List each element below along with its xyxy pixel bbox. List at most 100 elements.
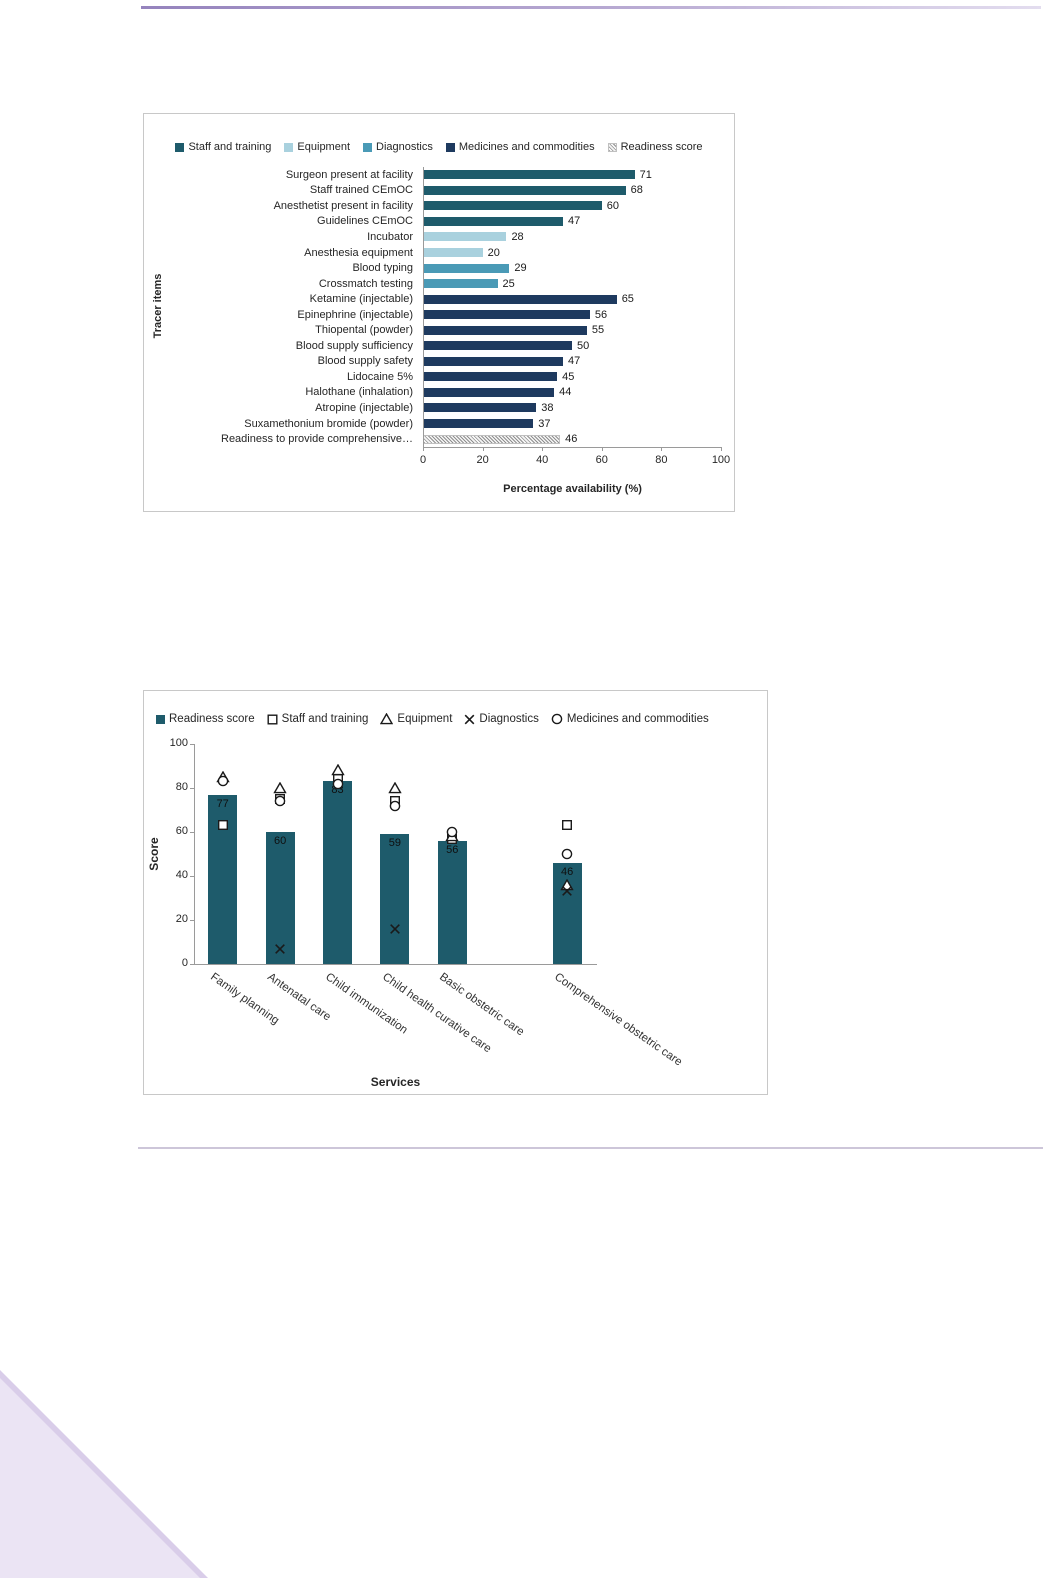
circle-marker-icon — [446, 826, 458, 838]
tracer-label: Blood supply safety — [317, 355, 413, 368]
tracer-bar — [423, 403, 537, 413]
tracer-value-label: 20 — [487, 246, 500, 259]
chart1-legend-item: Equipment — [284, 141, 350, 153]
tracer-row: Blood supply sufficiency 50 — [144, 338, 734, 354]
y-tick-mark — [190, 920, 195, 921]
tracer-label: Incubator — [367, 230, 413, 243]
tracer-label: Thiopental (powder) — [315, 324, 413, 337]
section-divider-rule — [138, 1147, 1043, 1149]
tracer-label: Blood supply sufficiency — [295, 339, 413, 352]
chart1-x-ticks: 0 20 40 60 80 100 — [144, 114, 734, 511]
y-tick-label: 80 — [175, 781, 188, 793]
chart2-legend-item: Medicines and commodities — [551, 713, 709, 725]
x-marker-icon — [389, 923, 400, 934]
tracer-bar — [423, 341, 572, 351]
chart2-x-axis-title: Services — [370, 1075, 421, 1089]
x-marker-icon — [464, 714, 475, 725]
legend-swatch-icon — [175, 142, 185, 152]
tracer-value-label: 38 — [541, 401, 554, 414]
tracer-bar — [423, 185, 626, 195]
chart2-legend-item: Equipment — [380, 713, 452, 725]
tracer-bar — [423, 216, 564, 226]
readiness-score-bar — [437, 840, 467, 964]
circle-marker-icon — [332, 778, 344, 790]
triangle-marker-icon — [380, 713, 394, 725]
triangle-marker-icon — [330, 763, 345, 776]
square-marker-icon — [267, 714, 278, 725]
tracer-label: Readiness to provide comprehensive… — [221, 433, 413, 446]
y-tick-label: 20 — [175, 913, 188, 925]
x-tick-label: 100 — [711, 454, 731, 466]
tracer-label: Guidelines CEmOC — [317, 215, 413, 228]
tracer-value-label: 50 — [577, 339, 590, 352]
y-tick-mark — [190, 832, 195, 833]
tracer-label: Suxamethonium bromide (powder) — [244, 417, 413, 430]
tracer-bar — [423, 419, 534, 429]
circle-marker-icon — [274, 795, 286, 807]
tracer-value-label: 47 — [568, 215, 581, 228]
chart1-legend-item: Readiness score — [607, 141, 703, 153]
tracer-label: Atropine (injectable) — [315, 401, 413, 414]
legend-swatch-icon — [607, 142, 617, 152]
chart2-legend-item: Readiness score — [156, 713, 255, 725]
tracer-value-label: 56 — [594, 308, 608, 321]
y-tick-label: 40 — [175, 869, 188, 881]
tracer-bar — [423, 372, 558, 382]
tracer-value-label: 68 — [630, 184, 643, 197]
chart1-y-axis-line — [423, 167, 424, 448]
tracer-label: Halothane (inhalation) — [305, 386, 413, 399]
x-tick-mark — [601, 447, 603, 451]
chart2-legend-item: Diagnostics — [464, 713, 539, 725]
chart1-legend: Staff and training Equipment Diagnostics Me… — [144, 141, 734, 153]
tracer-label: Anesthetist present in facility — [273, 199, 413, 212]
figure-tracer-items-chart: Staff and training Equipment Diagnostics Me… — [143, 113, 735, 512]
y-tick-mark — [190, 964, 195, 965]
tracer-row: Crossmatch testing 25 — [144, 276, 734, 292]
tracer-value-label: 45 — [562, 370, 575, 383]
legend-label: Equipment — [397, 713, 453, 725]
legend-label: Medicines and commodities — [458, 141, 595, 153]
bar-value-label: 60 — [273, 835, 287, 847]
tracer-value-label: 60 — [606, 199, 620, 212]
tracer-value-label: 29 — [514, 262, 527, 275]
triangle-marker-icon — [560, 878, 574, 891]
legend-label: Diagnostics — [376, 141, 433, 153]
x-axis-line — [194, 964, 597, 965]
legend-label: Equipment — [297, 141, 351, 153]
y-tick-label: 100 — [169, 737, 188, 749]
tracer-row: Incubator 28 — [144, 229, 734, 245]
bar-value-label: 59 — [388, 837, 402, 850]
tracer-bar — [423, 248, 483, 257]
x-tick-label: 20 — [476, 454, 489, 466]
bar-value-label: 46 — [560, 865, 574, 878]
chart2-legend: Readiness score Staff and training Equipme… — [156, 713, 709, 725]
y-axis-line — [194, 744, 195, 965]
tracer-bar — [423, 232, 507, 242]
circle-marker-icon — [217, 775, 229, 787]
legend-label: Readiness score — [620, 141, 703, 153]
readiness-score-bar — [380, 834, 410, 964]
corner-decoration-triangle — [0, 1378, 200, 1578]
bar-value-label: 56 — [446, 843, 459, 856]
y-tick-mark — [190, 744, 195, 745]
category-label: Child health curative care — [380, 971, 494, 1056]
y-tick-mark — [190, 876, 195, 877]
chart1-rows: Surgeon present at facility 71 Staff train… — [144, 167, 734, 447]
tracer-value-label: 55 — [591, 324, 605, 337]
chart1-legend-item: Staff and training — [175, 141, 271, 153]
legend-swatch-icon — [445, 142, 455, 152]
legend-label: Medicines and commodities — [566, 713, 709, 725]
tracer-bar — [423, 201, 602, 211]
tracer-row: Atropine (injectable) 38 — [144, 400, 734, 416]
tracer-label: Blood typing — [352, 262, 413, 275]
tracer-row: Guidelines CEmOC 47 — [144, 214, 734, 230]
tracer-value-label: 25 — [502, 277, 515, 290]
triangle-marker-icon — [273, 781, 287, 794]
tracer-bar — [423, 279, 498, 289]
tracer-bar — [423, 294, 617, 304]
legend-label: Staff and training — [188, 141, 272, 153]
square-marker-icon — [217, 820, 228, 831]
tracer-row: Thiopental (powder) 55 — [144, 322, 734, 338]
tracer-row: Halothane (inhalation) 44 — [144, 385, 734, 401]
